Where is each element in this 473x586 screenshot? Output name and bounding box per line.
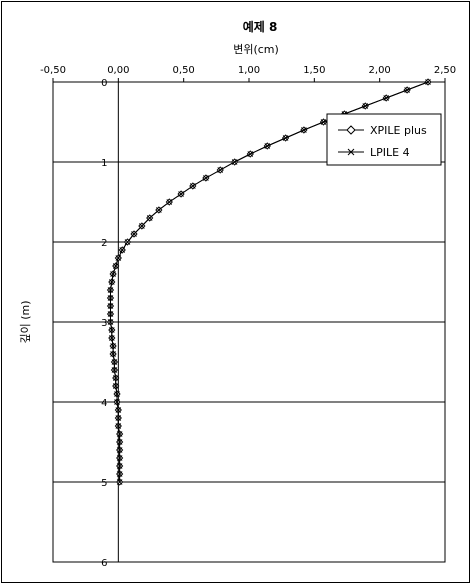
data-point-x <box>112 263 119 269</box>
data-point-x <box>116 455 123 461</box>
data-point-x <box>217 167 224 173</box>
data-point-x <box>111 359 118 365</box>
data-point-x <box>166 199 173 205</box>
data-point-x <box>116 439 123 445</box>
data-point-x <box>111 367 118 373</box>
y-axis-label: 깊이 (m) <box>19 300 32 343</box>
y-tick-label: 0 <box>101 78 107 89</box>
legend-label-lpile: LPILE 4 <box>370 146 410 159</box>
y-tick-label: 5 <box>101 478 107 489</box>
data-point-x <box>115 423 122 429</box>
data-point-x <box>115 415 122 421</box>
data-point-x <box>362 103 369 109</box>
data-point-x <box>110 351 116 357</box>
data-point-x <box>107 319 114 325</box>
data-point-x <box>108 279 115 285</box>
data-point-x <box>404 87 410 93</box>
data-point-x <box>115 255 122 261</box>
x-tick-label: -0,50 <box>40 65 66 76</box>
data-point-x <box>116 447 123 453</box>
data-point-x <box>189 183 196 189</box>
legend-box <box>326 113 442 166</box>
data-point-x <box>108 335 115 341</box>
legend-marker-diamond <box>346 125 356 135</box>
y-tick-labels: 0 1 2 3 4 5 6 <box>101 78 119 569</box>
data-point-x <box>115 407 122 413</box>
data-point-x <box>114 391 120 397</box>
x-tick-label: 0,50 <box>173 65 195 76</box>
data-point-x <box>114 399 120 405</box>
x-tick-label: 0,00 <box>107 65 129 76</box>
data-point-x <box>116 471 123 477</box>
legend: XPILE plus LPILE 4 <box>326 113 442 166</box>
x-axis-label: 변위(cm) <box>233 43 279 56</box>
data-point-x <box>116 463 123 469</box>
data-point-x <box>116 479 123 485</box>
data-point-x <box>264 143 271 149</box>
data-point-x <box>112 375 119 381</box>
data-point-x <box>131 231 137 237</box>
data-point-x <box>110 343 116 349</box>
data-point-x <box>110 271 116 277</box>
data-point-x <box>146 215 153 221</box>
data-point-x <box>301 127 307 133</box>
x-tick-labels: -0,50 0,00 0,50 1,00 1,50 2,00 2,50 <box>40 65 456 82</box>
x-tick-label: 1,00 <box>238 65 260 76</box>
legend-label-xpile: XPILE plus <box>370 124 427 137</box>
y-tick-label: 6 <box>101 558 107 569</box>
data-point-x <box>178 191 184 197</box>
y-tick-label: 4 <box>101 398 107 409</box>
x-tick-label: 2,00 <box>369 65 391 76</box>
data-point-x <box>320 119 327 125</box>
data-point-x <box>108 327 115 333</box>
data-point-x <box>107 303 114 309</box>
data-point-x <box>247 151 254 157</box>
series-layer <box>106 78 432 486</box>
data-point-x <box>107 295 114 301</box>
data-point-x <box>119 247 126 253</box>
data-point-x <box>107 287 114 293</box>
data-point-x <box>139 223 145 229</box>
data-point-x <box>124 239 131 245</box>
y-tick-label: 3 <box>101 318 107 329</box>
data-point-x <box>383 95 390 101</box>
data-point-x <box>282 135 289 141</box>
data-point-x <box>116 431 123 437</box>
data-point-x <box>425 79 431 85</box>
data-point-x <box>112 383 119 389</box>
data-point-x <box>107 311 114 317</box>
data-point-x <box>203 175 209 181</box>
data-point-x <box>231 159 238 165</box>
data-point-x <box>156 207 162 213</box>
legend-marker-x <box>347 148 355 156</box>
chart-title: 예제 8 <box>243 19 278 34</box>
y-tick-label: 2 <box>101 238 107 249</box>
x-tick-label: 1,50 <box>303 65 325 76</box>
x-tick-label: 2,50 <box>434 65 456 76</box>
y-tick-label: 1 <box>101 158 107 169</box>
